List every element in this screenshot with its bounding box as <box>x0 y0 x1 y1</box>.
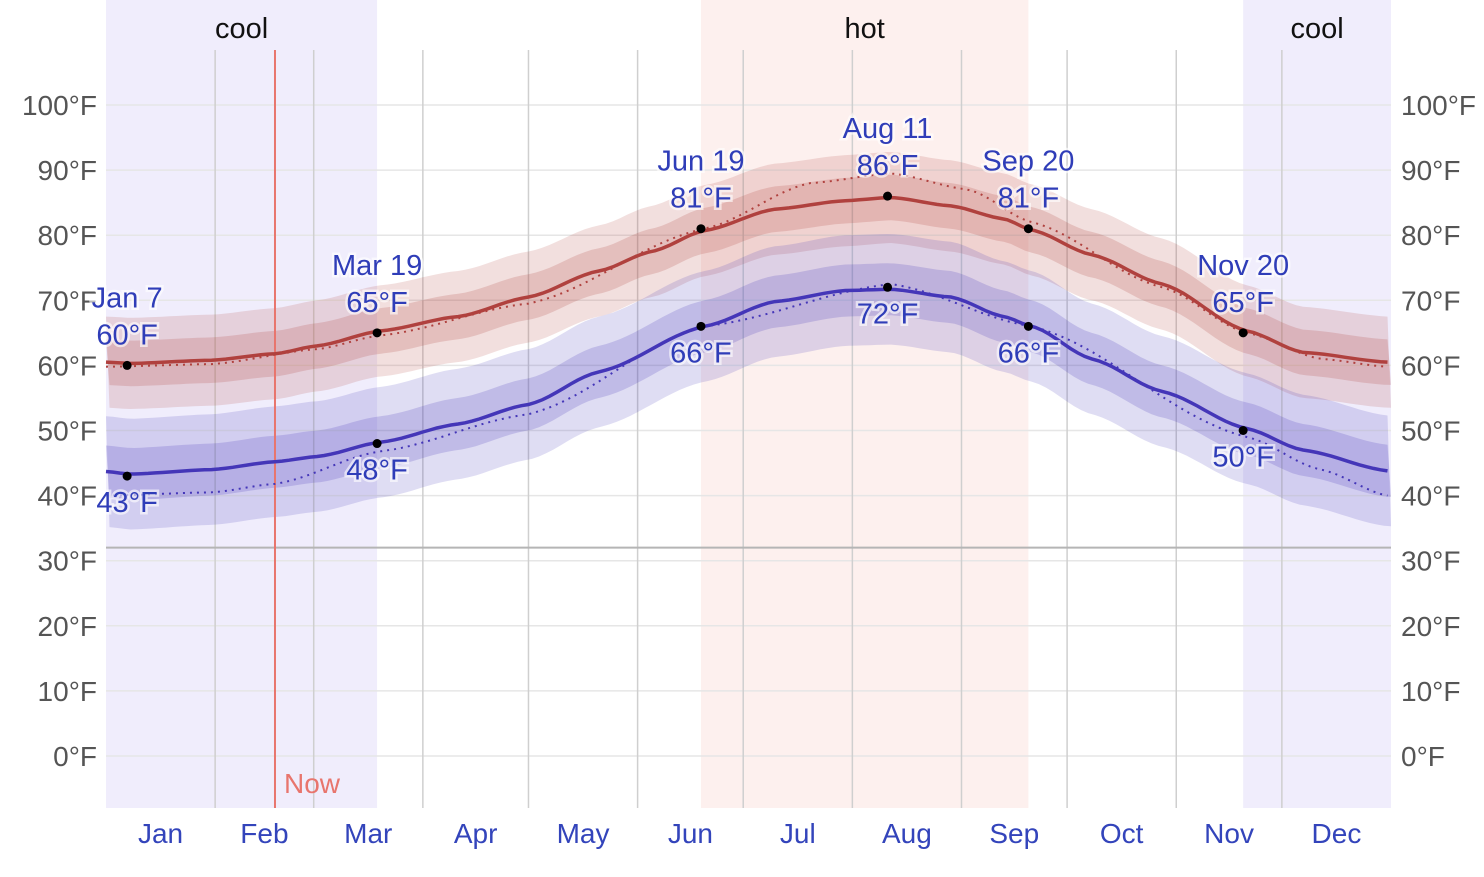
annotation-date: Mar 19 <box>332 250 422 282</box>
y-tick-label-right: 70°F <box>1401 285 1460 316</box>
month-label-apr: Apr <box>454 818 498 849</box>
annotation-temp: 66°F <box>670 337 732 369</box>
annotation-date: Sep 20 <box>982 146 1074 178</box>
annotation-point <box>1238 328 1248 338</box>
season-label-hot: hot <box>845 13 885 45</box>
band-10-90-1 <box>106 234 1391 530</box>
y-tick-label-right: 40°F <box>1401 481 1460 512</box>
month-label-jun: Jun <box>668 818 713 849</box>
annotation-date: Jun 19 <box>657 146 744 178</box>
annotation-point <box>372 439 382 449</box>
month-label-nov: Nov <box>1204 818 1254 849</box>
y-tick-label-right: 60°F <box>1401 350 1460 381</box>
annotation-point <box>883 282 893 292</box>
y-tick-label-left: 40°F <box>38 481 97 512</box>
annotation-point <box>1023 224 1033 234</box>
y-tick-label-right: 10°F <box>1401 676 1460 707</box>
y-tick-label-left: 0°F <box>53 741 97 772</box>
band-25-75-1 <box>106 263 1391 501</box>
season-band-cool <box>1243 0 1391 808</box>
annotation-point <box>1238 426 1248 435</box>
annotation-date: Aug 11 <box>843 113 933 145</box>
annotation-point <box>1023 321 1033 331</box>
y-tick-label-right: 90°F <box>1401 155 1460 186</box>
month-label-sep: Sep <box>989 818 1039 849</box>
y-tick-label-right: 50°F <box>1401 416 1460 447</box>
y-tick-label-right: 30°F <box>1401 546 1460 577</box>
perceived-line-0 <box>105 172 1388 368</box>
annotation-point <box>696 321 706 331</box>
month-label-jul: Jul <box>780 818 816 849</box>
high-temperature-line <box>105 195 1388 366</box>
season-band-hot <box>700 0 1029 808</box>
y-tick-label-left: 60°F <box>38 350 97 381</box>
y-tick-label-left: 80°F <box>38 220 97 251</box>
month-label-oct: Oct <box>1100 818 1144 849</box>
annotation-point <box>122 360 132 370</box>
annotation-date: Nov 20 <box>1197 250 1289 282</box>
annotation-temp: 50°F <box>1212 442 1274 474</box>
band-10-90-0 <box>106 152 1391 409</box>
low-temperature-line <box>105 287 1388 476</box>
y-tick-label-left: 70°F <box>38 285 97 316</box>
month-label-may: May <box>557 818 610 849</box>
band-25-75-0 <box>106 174 1391 387</box>
y-tick-label-left: 50°F <box>38 416 97 447</box>
now-label: Now <box>284 768 341 799</box>
y-tick-label-right: 0°F <box>1401 741 1445 772</box>
y-tick-label-right: 80°F <box>1401 220 1460 251</box>
y-tick-label-right: 20°F <box>1401 611 1460 642</box>
annotation-temp: 43°F <box>96 487 158 519</box>
annotation-temp: 65°F <box>346 287 408 319</box>
season-label-cool: cool <box>215 13 268 45</box>
annotation-temp: 65°F <box>1212 287 1274 319</box>
annotation-point <box>696 224 706 234</box>
annotation-point <box>883 191 893 201</box>
annotation-point <box>372 328 382 338</box>
y-tick-label-right: 100°F <box>1401 90 1476 121</box>
annotation-date: Jan 7 <box>92 282 163 314</box>
annotation-temp: 60°F <box>96 319 158 351</box>
annotation-temp: 86°F <box>857 150 919 182</box>
month-label-mar: Mar <box>344 818 392 849</box>
month-label-jan: Jan <box>138 818 183 849</box>
y-tick-label-left: 30°F <box>38 546 97 577</box>
annotation-temp: 72°F <box>857 298 919 330</box>
season-band-cool <box>106 0 378 808</box>
y-tick-label-left: 20°F <box>38 611 97 642</box>
month-label-dec: Dec <box>1312 818 1362 849</box>
annotation-temp: 81°F <box>670 183 732 215</box>
season-label-cool: cool <box>1290 13 1343 45</box>
month-label-aug: Aug <box>882 818 932 849</box>
perceived-line-1 <box>105 283 1388 497</box>
annotation-temp: 48°F <box>346 455 408 487</box>
y-tick-label-left: 100°F <box>22 90 97 121</box>
annotation-point <box>122 471 132 481</box>
month-label-feb: Feb <box>240 818 288 849</box>
y-tick-label-left: 90°F <box>38 155 97 186</box>
annotation-temp: 81°F <box>998 183 1060 215</box>
annotation-temp: 66°F <box>998 337 1060 369</box>
y-tick-label-left: 10°F <box>38 676 97 707</box>
